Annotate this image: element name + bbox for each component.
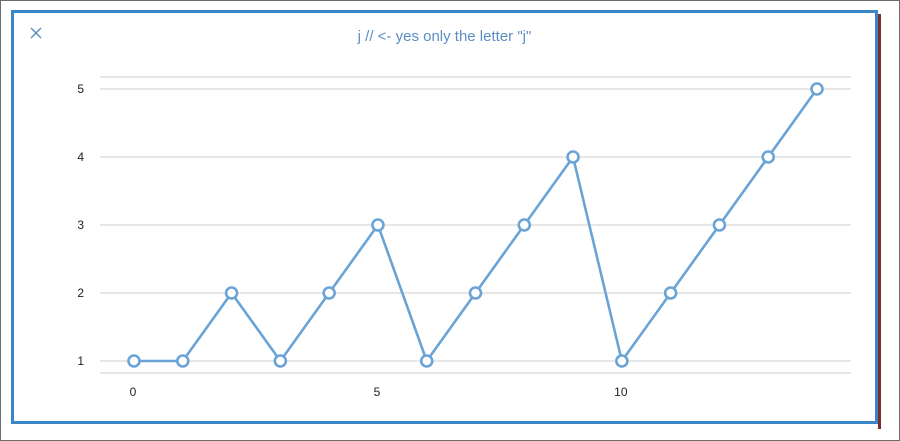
data-point xyxy=(810,82,824,96)
chart-title: j // <- yes only the letter "j" xyxy=(357,28,532,45)
data-point xyxy=(761,150,776,164)
series-points xyxy=(127,82,824,368)
data-point xyxy=(419,354,434,368)
data-point xyxy=(322,286,336,300)
y-tick-labels: 1 2 3 4 5 xyxy=(77,82,84,368)
data-point xyxy=(371,218,385,232)
y-tick-label: 4 xyxy=(77,150,84,164)
data-point xyxy=(273,354,288,368)
y-tick-label: 1 xyxy=(77,354,84,368)
x-tick-labels: 0 5 10 xyxy=(130,385,628,399)
data-point xyxy=(663,286,678,300)
y-tick-label: 5 xyxy=(77,82,84,96)
data-point xyxy=(175,354,190,368)
y-tick-label: 3 xyxy=(77,218,84,232)
close-icon[interactable] xyxy=(28,25,44,41)
x-tick-label: 10 xyxy=(614,385,628,399)
data-point xyxy=(712,218,727,232)
y-tick-label: 2 xyxy=(77,286,84,300)
data-point xyxy=(517,218,532,232)
data-point xyxy=(566,150,580,164)
data-point xyxy=(224,286,239,300)
data-point xyxy=(615,354,629,368)
data-point xyxy=(127,354,141,368)
grid-lines xyxy=(100,76,851,374)
chart-window: j // <- yes only the letter "j" xyxy=(11,10,878,424)
x-tick-label: 5 xyxy=(374,385,381,399)
data-point xyxy=(468,286,483,300)
x-tick-label: 0 xyxy=(130,385,137,399)
window-edge xyxy=(878,14,881,429)
